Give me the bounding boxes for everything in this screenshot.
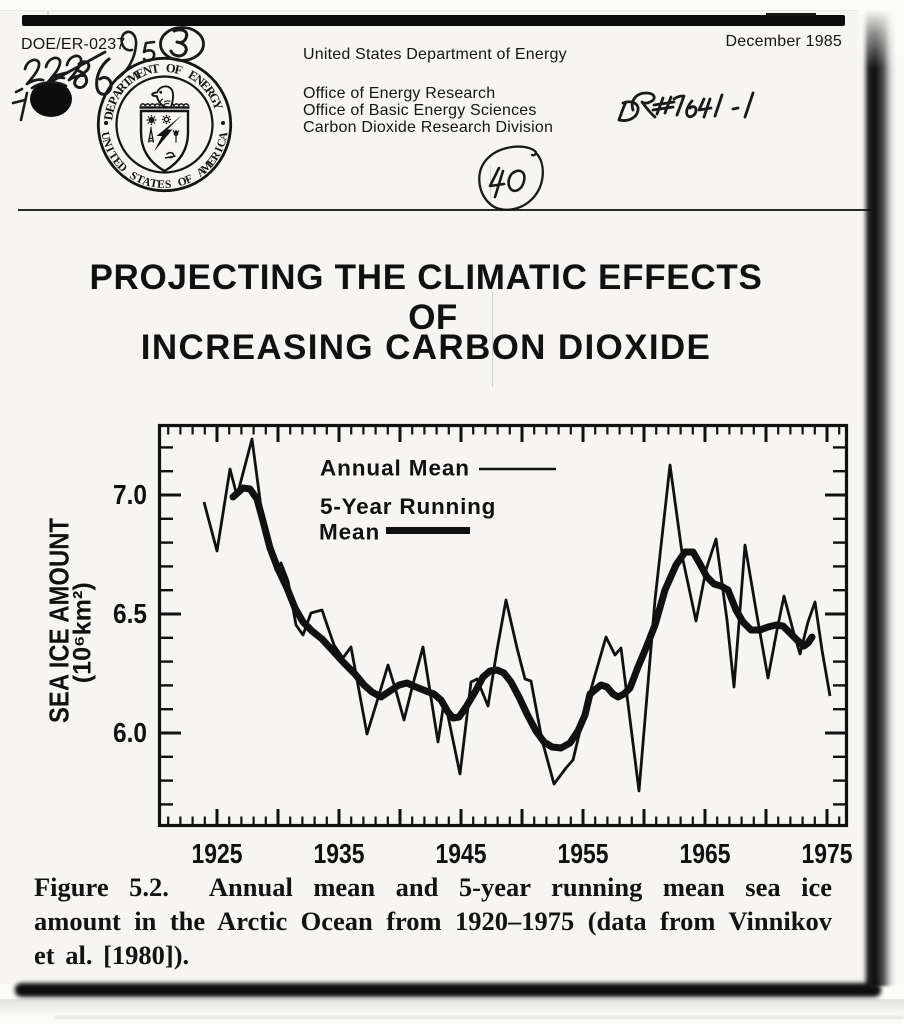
svg-text:S: S bbox=[128, 170, 140, 184]
svg-text:7.0: 7.0 bbox=[113, 479, 147, 510]
svg-text:1945: 1945 bbox=[436, 838, 487, 869]
svg-text:T: T bbox=[149, 177, 159, 190]
svg-text:1955: 1955 bbox=[558, 838, 609, 869]
svg-text:F: F bbox=[173, 62, 184, 78]
svg-text:1965: 1965 bbox=[680, 838, 731, 869]
svg-text:6.0: 6.0 bbox=[113, 717, 147, 748]
svg-text:Y: Y bbox=[209, 99, 225, 112]
svg-text:O: O bbox=[176, 175, 188, 189]
svg-text:F: F bbox=[183, 173, 194, 187]
svg-text:(10⁶km²): (10⁶km²) bbox=[69, 582, 97, 683]
svg-text:O: O bbox=[165, 61, 177, 76]
svg-text:E: E bbox=[103, 102, 119, 114]
svg-text:1935: 1935 bbox=[314, 838, 365, 869]
svg-text:T: T bbox=[150, 61, 161, 76]
svg-text:N: N bbox=[141, 63, 154, 79]
svg-text:I: I bbox=[103, 145, 116, 155]
svg-text:E: E bbox=[157, 179, 166, 191]
svg-text:U: U bbox=[98, 131, 111, 142]
svg-text:1975: 1975 bbox=[802, 838, 853, 869]
svg-text:C: C bbox=[215, 137, 229, 149]
svg-text:I: I bbox=[213, 145, 226, 155]
svg-text:6.5: 6.5 bbox=[113, 598, 147, 629]
svg-text:Mean: Mean bbox=[319, 520, 380, 545]
svg-text:S: S bbox=[165, 179, 172, 191]
svg-text:D: D bbox=[101, 110, 116, 121]
svg-text:SEA ICE AMOUNT: SEA ICE AMOUNT bbox=[44, 518, 75, 723]
svg-text:Annual Mean: Annual Mean bbox=[320, 456, 470, 481]
svg-text:1925: 1925 bbox=[192, 838, 243, 869]
svg-text:A: A bbox=[217, 130, 230, 141]
svg-text:5-Year Running: 5-Year Running bbox=[320, 494, 496, 519]
